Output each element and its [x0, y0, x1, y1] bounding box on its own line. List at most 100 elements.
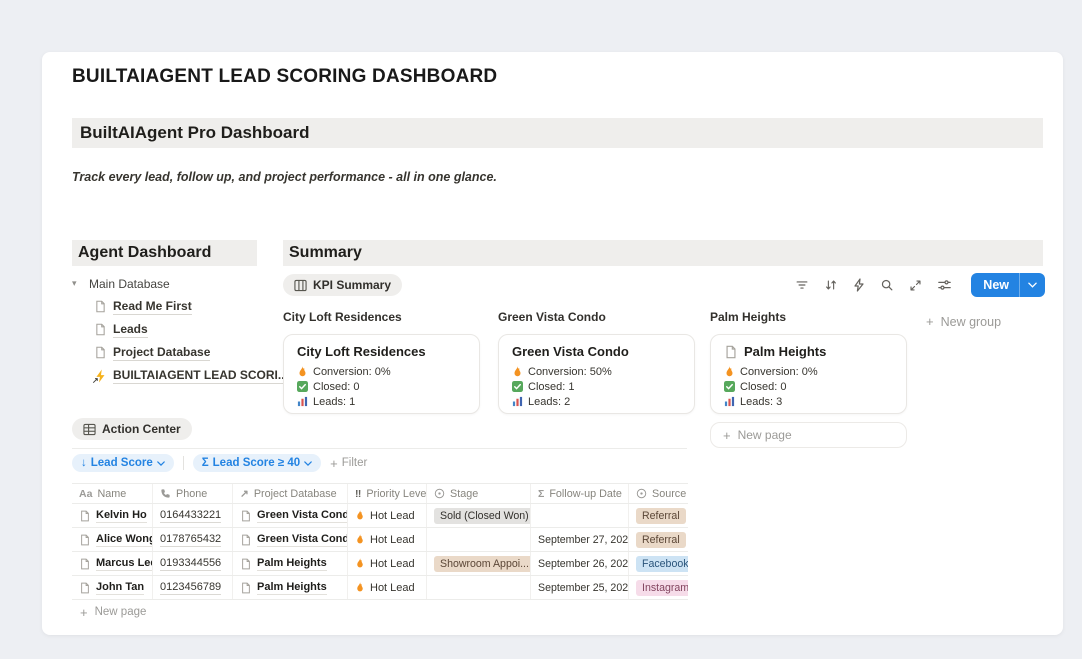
- tree-item-label: BUILTAIAGENT LEAD SCORI...: [113, 367, 288, 384]
- page-icon: [79, 558, 91, 570]
- cell-stage[interactable]: Sold (Closed Won): [427, 504, 531, 527]
- tab-label: Action Center: [102, 422, 181, 436]
- board-new-page-button[interactable]: + New page: [710, 422, 907, 448]
- cell-name[interactable]: John Tan: [72, 576, 153, 599]
- kpi-card-palm-heights[interactable]: Palm Heights Conversion: 0% Closed: 0 Le…: [710, 334, 907, 414]
- kpi-card-green-vista[interactable]: Green Vista Condo Conversion: 50% Closed…: [498, 334, 695, 414]
- filter-icon[interactable]: [795, 278, 809, 292]
- tab-action-center[interactable]: Action Center: [72, 418, 192, 440]
- cell-project[interactable]: Palm Heights: [233, 576, 348, 599]
- sort-icon[interactable]: [824, 278, 838, 292]
- view-toolbar: New: [795, 273, 1045, 297]
- table-row: Marcus Lee 0193344556 Palm Heights Hot L…: [72, 552, 688, 576]
- bar-chart-icon: [512, 396, 523, 407]
- cell-stage[interactable]: [427, 528, 531, 551]
- sidebar-heading-band: Agent Dashboard: [72, 240, 257, 266]
- cell-priority[interactable]: Hot Lead: [348, 552, 427, 575]
- cell-project[interactable]: Green Vista Condo: [233, 504, 348, 527]
- cell-source[interactable]: Instagram: [629, 576, 688, 599]
- filter-bar: ↓ Lead Score Σ Lead Score ≥ 40 + Filter: [72, 454, 367, 472]
- view-settings-icon[interactable]: [937, 278, 952, 292]
- new-group-button[interactable]: + New group: [926, 314, 1001, 329]
- add-filter-button[interactable]: + Filter: [330, 455, 368, 471]
- plus-icon: +: [723, 427, 731, 443]
- column-header-phone[interactable]: Phone: [153, 484, 233, 503]
- table-header-row: Aa Name Phone ↗ Project Database ‼ Priority…: [72, 483, 688, 504]
- page-icon: [240, 582, 252, 594]
- check-icon: [297, 381, 308, 392]
- card-title: Palm Heights: [724, 344, 893, 359]
- sort-pill[interactable]: ↓ Lead Score: [72, 454, 174, 472]
- cell-followup[interactable]: September 25, 2025: [531, 576, 629, 599]
- expand-icon[interactable]: [909, 279, 922, 292]
- card-title: City Loft Residences: [297, 344, 426, 359]
- page-icon: [94, 346, 107, 359]
- cell-priority[interactable]: Hot Lead: [348, 576, 427, 599]
- cell-source[interactable]: Referral: [629, 504, 688, 527]
- cell-followup[interactable]: [531, 504, 629, 527]
- cell-source[interactable]: Referral: [629, 528, 688, 551]
- cell-name[interactable]: Marcus Lee: [72, 552, 153, 575]
- cell-project[interactable]: Green Vista Condo: [233, 528, 348, 551]
- select-property-icon: [434, 488, 445, 499]
- group-header-green-vista: Green Vista Condo: [498, 310, 606, 324]
- cell-project[interactable]: Palm Heights: [233, 552, 348, 575]
- search-icon[interactable]: [880, 278, 894, 292]
- column-header-source[interactable]: Source: [629, 484, 688, 503]
- score-filter-pill[interactable]: Σ Lead Score ≥ 40: [192, 454, 322, 472]
- page-heading: BuiltAIAgent Pro Dashboard: [80, 123, 310, 142]
- table-new-page-button[interactable]: + New page: [72, 600, 688, 624]
- plus-icon: +: [330, 455, 338, 471]
- cell-followup[interactable]: September 26, 2025: [531, 552, 629, 575]
- table-row: Kelvin Ho 0164433221 Green Vista Condo H…: [72, 504, 688, 528]
- group-header-city-loft: City Loft Residences: [283, 310, 402, 324]
- cell-name[interactable]: Alice Wong: [72, 528, 153, 551]
- sidebar-item-project-database[interactable]: Project Database: [72, 341, 282, 364]
- fire-icon: [355, 510, 365, 521]
- check-icon: [512, 381, 523, 392]
- cell-name[interactable]: Kelvin Ho: [72, 504, 153, 527]
- column-header-project-database[interactable]: ↗ Project Database: [233, 484, 348, 503]
- card-stat-closed: Closed: 0: [724, 379, 893, 394]
- main-panel: BUILTAIAGENT LEAD SCORING DASHBOARD Buil…: [42, 52, 1063, 635]
- collapse-toggle-icon[interactable]: ▾: [72, 278, 77, 288]
- column-header-stage[interactable]: Stage: [427, 484, 531, 503]
- page-icon: [240, 510, 252, 522]
- sigma-icon: Σ: [201, 457, 209, 469]
- fire-icon: [512, 365, 523, 378]
- cell-stage[interactable]: [427, 576, 531, 599]
- automation-icon[interactable]: [853, 278, 865, 292]
- filter-separator: [182, 456, 184, 470]
- new-page-label: New page: [94, 606, 147, 618]
- tab-kpi-summary[interactable]: KPI Summary: [283, 274, 403, 296]
- new-button[interactable]: New: [971, 273, 1045, 297]
- kpi-card-city-loft[interactable]: City Loft Residences Conversion: 0% Clos…: [283, 334, 480, 414]
- sidebar-item-leads[interactable]: Leads: [72, 318, 282, 341]
- chevron-down-icon[interactable]: [1020, 277, 1045, 293]
- source-tag: Referral: [636, 531, 686, 548]
- sidebar-item-builtaiagent-dashboard[interactable]: ↗ BUILTAIAGENT LEAD SCORI...: [72, 364, 288, 387]
- sidebar-item-read-me-first[interactable]: Read Me First: [72, 295, 282, 318]
- cell-phone[interactable]: 0193344556: [153, 552, 233, 575]
- cell-phone[interactable]: 0164433221: [153, 504, 233, 527]
- column-header-name[interactable]: Aa Name: [72, 484, 153, 503]
- cell-phone[interactable]: 0123456789: [153, 576, 233, 599]
- phone-icon: [160, 488, 171, 499]
- sidebar-item-main-database[interactable]: ▾ Main Database: [72, 272, 282, 295]
- cell-source[interactable]: Facebook: [629, 552, 688, 575]
- card-stat-closed: Closed: 0: [297, 379, 466, 394]
- action-center-table: Aa Name Phone ↗ Project Database ‼ Priority…: [72, 483, 688, 624]
- cell-phone[interactable]: 0178765432: [153, 528, 233, 551]
- fire-icon: [297, 365, 308, 378]
- column-header-followup-date[interactable]: Σ Follow-up Date: [531, 484, 629, 503]
- plus-icon: +: [80, 604, 88, 620]
- card-stat-leads: Leads: 1: [297, 394, 466, 409]
- column-header-priority-level[interactable]: ‼ Priority Level: [348, 484, 427, 503]
- fire-icon: [355, 534, 365, 545]
- page-heading-band: BuiltAIAgent Pro Dashboard: [72, 118, 1043, 148]
- cell-stage[interactable]: Showroom Appoi...: [427, 552, 531, 575]
- card-stat-conversion: Conversion: 0%: [724, 364, 893, 379]
- cell-priority[interactable]: Hot Lead: [348, 504, 427, 527]
- cell-followup[interactable]: September 27, 2025: [531, 528, 629, 551]
- cell-priority[interactable]: Hot Lead: [348, 528, 427, 551]
